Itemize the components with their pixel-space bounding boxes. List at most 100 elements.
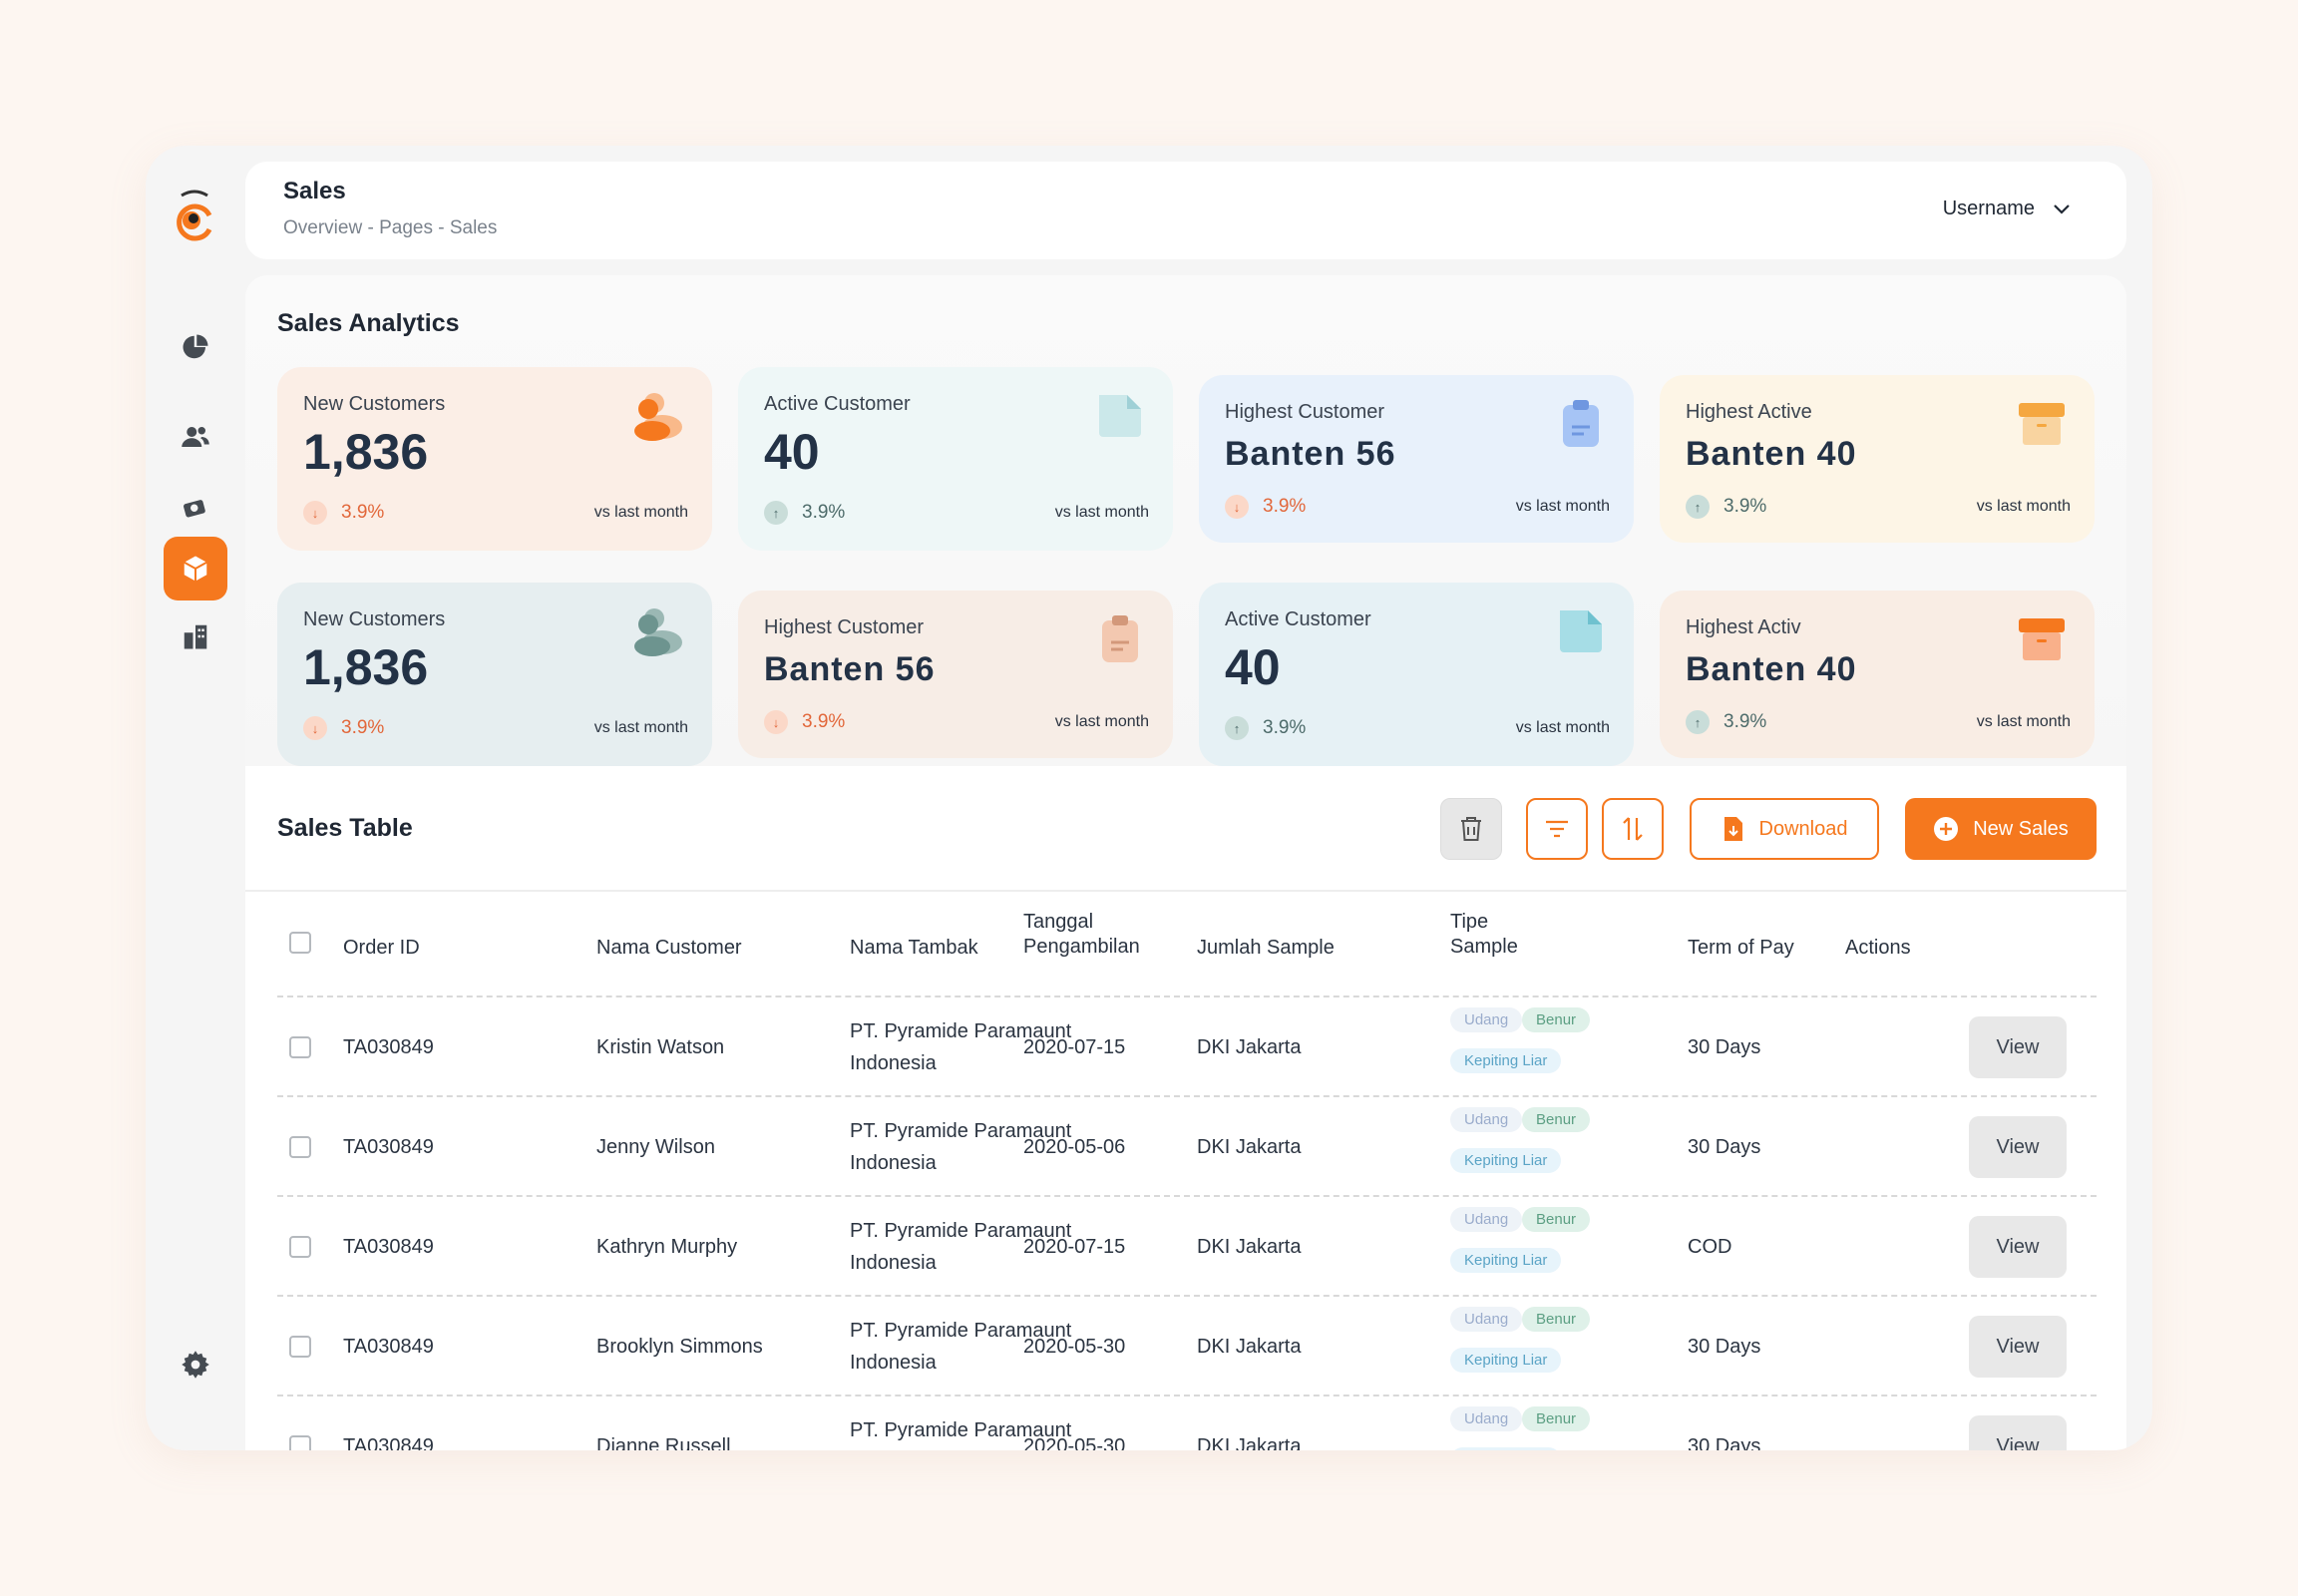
vs-last-month: vs last month bbox=[593, 719, 688, 736]
stat-value: Banten 56 bbox=[1225, 435, 1396, 473]
stat-trend: ↓ 3.9% bbox=[303, 501, 384, 525]
tag-udang: Udang bbox=[1450, 1406, 1523, 1431]
arrow-up-icon: ↑ bbox=[764, 501, 788, 525]
col-order-id[interactable]: Order ID bbox=[343, 937, 420, 959]
trend-percent: 3.9% bbox=[1263, 717, 1307, 738]
nav-buildings[interactable] bbox=[164, 604, 227, 668]
jumlah-cell: DKI Jakarta bbox=[1197, 1435, 1302, 1450]
term-cell: 30 Days bbox=[1688, 1036, 1761, 1058]
col-jumlah-sample[interactable]: Jumlah Sample bbox=[1197, 937, 1335, 959]
date-cell: 2020-07-15 bbox=[1023, 1236, 1126, 1258]
stat-value: 1,836 bbox=[303, 639, 429, 695]
stat-value: 1,836 bbox=[303, 424, 429, 480]
app-logo bbox=[177, 190, 212, 241]
stat-trend: ↑ 3.9% bbox=[764, 501, 845, 525]
stat-card: Highest Activ Banten 40 ↑ 3.9% vs last m… bbox=[1660, 591, 2095, 758]
tag-benur: Benur bbox=[1522, 1007, 1591, 1032]
delete-button[interactable] bbox=[1440, 798, 1502, 860]
breadcrumb-sales: Sales bbox=[449, 217, 498, 238]
row-checkbox[interactable] bbox=[289, 1136, 311, 1158]
row-checkbox[interactable] bbox=[289, 1435, 311, 1450]
filter-button[interactable] bbox=[1526, 798, 1588, 860]
col-tipe-sample[interactable]: Tipe Sample bbox=[1450, 911, 1518, 958]
pie-chart-icon bbox=[183, 334, 208, 359]
stat-trend: ↑ 3.9% bbox=[1686, 710, 1766, 734]
nav-customers[interactable] bbox=[164, 405, 227, 469]
view-button[interactable]: View bbox=[1969, 1116, 2067, 1178]
tag-benur: Benur bbox=[1522, 1406, 1591, 1431]
jumlah-cell: DKI Jakarta bbox=[1197, 1236, 1302, 1258]
col-term-of-pay[interactable]: Term of Pay bbox=[1688, 937, 1794, 959]
sort-button[interactable] bbox=[1602, 798, 1664, 860]
date-cell: 2020-05-06 bbox=[1023, 1136, 1126, 1158]
arrow-up-icon: ↑ bbox=[1686, 495, 1710, 519]
vs-last-month: vs last month bbox=[1515, 498, 1610, 515]
tag-kepiting-liar: Kepiting Liar bbox=[1450, 1348, 1562, 1373]
username-label: Username bbox=[1942, 198, 2035, 219]
date-cell: 2020-07-15 bbox=[1023, 1036, 1126, 1058]
select-all-checkbox[interactable] bbox=[289, 932, 311, 954]
view-button[interactable]: View bbox=[1969, 1016, 2067, 1078]
jumlah-cell: DKI Jakarta bbox=[1197, 1036, 1302, 1058]
stat-value: 40 bbox=[1225, 639, 1281, 695]
tambak-cell-line2: Indonesia bbox=[850, 1152, 937, 1174]
clipboard-icon bbox=[1563, 400, 1599, 447]
trash-icon bbox=[1461, 817, 1481, 841]
user-menu[interactable]: Username bbox=[1943, 198, 2071, 220]
col-nama-customer[interactable]: Nama Customer bbox=[596, 937, 742, 959]
trend-percent: 3.9% bbox=[341, 717, 385, 738]
arrow-down-icon: ↓ bbox=[303, 501, 327, 525]
stat-label: Highest Active bbox=[1686, 401, 1812, 423]
vs-last-month: vs last month bbox=[593, 504, 688, 521]
nav-analytics[interactable] bbox=[164, 315, 227, 379]
tag-kepiting-liar: Kepiting Liar bbox=[1450, 1447, 1562, 1450]
download-label: Download bbox=[1758, 817, 1848, 840]
vs-last-month: vs last month bbox=[1976, 713, 2071, 730]
arrow-up-icon: ↑ bbox=[1225, 716, 1249, 740]
trend-percent: 3.9% bbox=[341, 502, 385, 523]
nav-sales[interactable] bbox=[164, 537, 227, 600]
tambak-cell-line2: Indonesia bbox=[850, 1352, 937, 1374]
nav-payments[interactable] bbox=[164, 475, 227, 539]
breadcrumb-pages[interactable]: Pages bbox=[379, 217, 433, 238]
arrow-down-icon: ↓ bbox=[1225, 495, 1249, 519]
stat-label: New Customers bbox=[303, 393, 446, 415]
nav-settings[interactable] bbox=[164, 1333, 227, 1396]
stat-label: Active Customer bbox=[1225, 608, 1371, 630]
app-window: Sales Overview - Pages - Sales Username … bbox=[146, 146, 2152, 1450]
analytics-title: Sales Analytics bbox=[277, 309, 460, 337]
col-nama-tambak[interactable]: Nama Tambak bbox=[850, 937, 978, 959]
term-cell: 30 Days bbox=[1688, 1336, 1761, 1358]
row-checkbox[interactable] bbox=[289, 1336, 311, 1358]
col-tanggal-pengambilan[interactable]: Tanggal Pengambilan bbox=[1023, 911, 1140, 958]
tag-benur: Benur bbox=[1522, 1307, 1591, 1332]
view-button[interactable]: View bbox=[1969, 1415, 2067, 1450]
trend-percent: 3.9% bbox=[802, 711, 846, 732]
stat-label: Highest Customer bbox=[1225, 401, 1385, 423]
row-checkbox[interactable] bbox=[289, 1236, 311, 1258]
stat-card: Active Customer 40 ↑ 3.9% vs last month bbox=[738, 367, 1173, 551]
download-button[interactable]: Download bbox=[1690, 798, 1879, 860]
view-button[interactable]: View bbox=[1969, 1216, 2067, 1278]
new-sales-button[interactable]: New Sales bbox=[1905, 798, 2097, 860]
row-separator bbox=[277, 1195, 2097, 1197]
users-icon bbox=[182, 427, 209, 447]
tag-benur: Benur bbox=[1522, 1207, 1591, 1232]
term-cell: 30 Days bbox=[1688, 1136, 1761, 1158]
stat-trend: ↑ 3.9% bbox=[1225, 716, 1306, 740]
chevron-down-icon bbox=[2054, 203, 2070, 214]
row-checkbox[interactable] bbox=[289, 1036, 311, 1058]
date-cell: 2020-05-30 bbox=[1023, 1435, 1126, 1450]
stat-trend: ↑ 3.9% bbox=[1686, 495, 1766, 519]
tambak-cell-line2: Indonesia bbox=[850, 1252, 937, 1274]
tag-kepiting-liar: Kepiting Liar bbox=[1450, 1048, 1562, 1073]
breadcrumb-overview[interactable]: Overview bbox=[283, 217, 363, 238]
document-icon bbox=[1099, 395, 1141, 437]
new-sales-label: New Sales bbox=[1973, 817, 2069, 840]
stat-label: New Customers bbox=[303, 608, 446, 630]
view-button[interactable]: View bbox=[1969, 1316, 2067, 1378]
tambak-cell-line1: PT. Pyramide Paramaunt bbox=[850, 1120, 1072, 1142]
cube-icon bbox=[184, 556, 207, 582]
stat-label: Highest Activ bbox=[1686, 616, 1801, 638]
breadcrumb-separator: - bbox=[432, 217, 450, 238]
